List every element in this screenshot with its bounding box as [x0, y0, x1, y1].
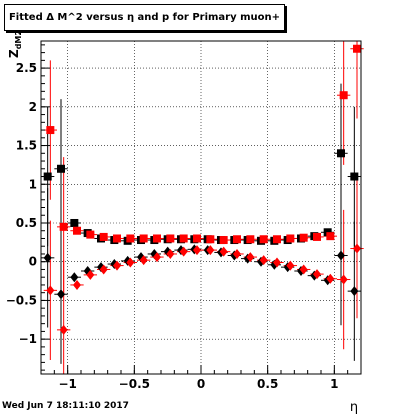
footer-timestamp: Wed Jun 7 18:11:10 2017 — [2, 401, 129, 411]
square-marker — [57, 164, 65, 173]
y-tick-label: 0 — [29, 255, 37, 269]
x-tick-label: −0.5 — [119, 377, 150, 391]
diamond-marker — [339, 274, 348, 285]
square-marker — [339, 91, 348, 100]
square-marker — [326, 232, 335, 241]
square-marker — [337, 149, 345, 158]
x-axis-label: η — [350, 400, 358, 414]
square-marker — [59, 222, 68, 231]
diamond-marker — [153, 252, 161, 263]
diamond-marker — [70, 272, 79, 283]
y-tick-label: 0.5 — [16, 216, 37, 230]
square-marker — [166, 234, 175, 243]
square-marker — [179, 234, 188, 243]
y-tick-label: −0.5 — [6, 293, 37, 307]
diamond-marker — [126, 257, 135, 268]
diamond-marker — [337, 250, 345, 261]
y-tick-label: 1.5 — [16, 139, 37, 153]
plot-frame — [40, 40, 362, 375]
tick-labels: −1 −0.5 0 0.5 1 −1 −0.5 0 0.5 1 1.5 2 2.5 — [6, 61, 339, 391]
square-marker — [353, 44, 361, 53]
y-tick-label: 1 — [29, 177, 37, 191]
square-marker — [286, 234, 295, 243]
square-marker — [219, 236, 228, 245]
diamond-marker — [233, 248, 241, 259]
square-marker — [86, 230, 95, 239]
square-marker — [273, 235, 281, 244]
diamond-marker — [193, 245, 201, 256]
diamond-marker — [219, 246, 228, 257]
y-tick-label: −1 — [19, 332, 37, 346]
square-marker — [350, 172, 359, 181]
diamond-marker — [46, 285, 55, 296]
square-marker — [193, 234, 201, 243]
diamond-marker — [99, 264, 108, 275]
square-marker — [206, 235, 215, 244]
diamond-marker — [43, 252, 52, 263]
diamond-marker — [139, 255, 148, 266]
square-marker — [139, 234, 148, 243]
y-axis-label: ZdM2 — [7, 30, 23, 58]
axis-ticks — [40, 44, 362, 374]
diamond-marker — [113, 260, 121, 271]
square-marker — [246, 235, 255, 244]
diamond-marker — [273, 257, 281, 268]
square-marker — [153, 234, 161, 243]
diamond-marker — [353, 243, 361, 254]
plot-title: Fitted Δ M^2 versus η and p for Primary … — [4, 4, 285, 31]
x-tick-label: −1 — [58, 377, 76, 391]
data-markers — [43, 44, 361, 335]
diamond-marker — [286, 260, 295, 271]
diamond-marker — [166, 248, 175, 259]
diamond-marker — [259, 255, 268, 266]
square-marker — [313, 232, 321, 241]
diamond-marker — [313, 269, 321, 280]
square-marker — [126, 234, 135, 243]
diamond-marker — [326, 273, 335, 284]
square-marker — [73, 226, 81, 235]
square-marker — [259, 235, 268, 244]
square-marker — [99, 232, 108, 241]
error-bars — [41, 41, 364, 374]
square-marker — [113, 234, 121, 243]
diamond-marker — [206, 245, 215, 256]
square-marker — [233, 235, 241, 244]
diamond-marker — [350, 286, 359, 297]
x-tick-label: 1 — [330, 377, 338, 391]
diamond-marker — [73, 279, 81, 290]
diamond-marker — [57, 289, 65, 300]
x-tick-label: 0.5 — [257, 377, 278, 391]
x-tick-label: 0 — [197, 377, 205, 391]
diamond-marker — [179, 246, 188, 257]
diamond-marker — [59, 324, 68, 335]
y-tick-label: 2.5 — [16, 61, 37, 75]
diamond-marker — [299, 264, 308, 275]
diamond-marker — [246, 252, 255, 263]
square-marker — [43, 172, 52, 181]
square-marker — [46, 126, 55, 135]
diamond-marker — [86, 269, 95, 280]
grid-lines — [41, 41, 361, 374]
square-marker — [70, 218, 79, 227]
y-tick-label: 2 — [29, 100, 37, 114]
square-marker — [299, 233, 308, 242]
